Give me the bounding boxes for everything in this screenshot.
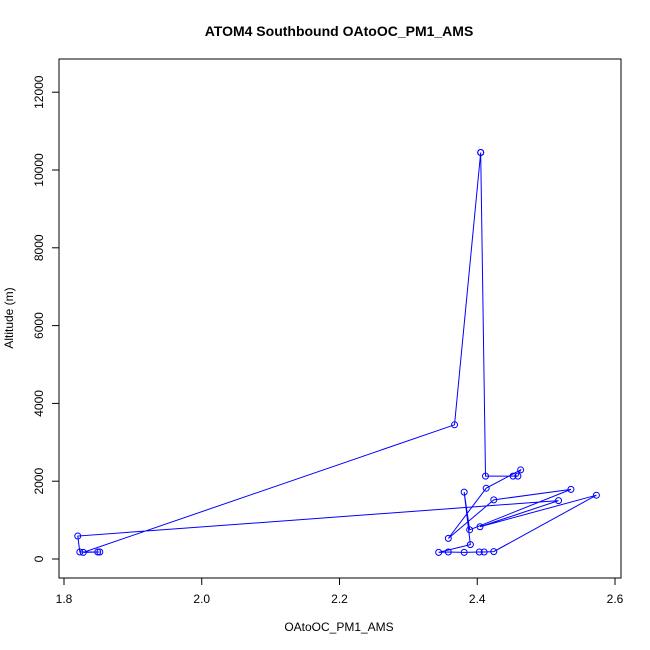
data-point bbox=[555, 497, 563, 505]
data-point bbox=[490, 548, 498, 556]
data-point bbox=[517, 466, 525, 474]
data-point bbox=[490, 496, 498, 504]
x-tick-label: 2.2 bbox=[331, 592, 348, 606]
data-point bbox=[475, 548, 483, 556]
data-point bbox=[451, 421, 459, 429]
x-tick-label: 2.4 bbox=[469, 592, 486, 606]
y-axis: 0 2000 4000 6000 8000 10000 12000 bbox=[32, 75, 60, 562]
data-point bbox=[76, 548, 84, 556]
data-point bbox=[567, 485, 575, 493]
chart-title: ATOM4 Southbound OAtoOC_PM1_AMS bbox=[205, 23, 474, 39]
y-tick-label: 4000 bbox=[32, 390, 46, 417]
series-line bbox=[77, 152, 597, 553]
y-tick-label: 8000 bbox=[32, 234, 46, 261]
y-tick-label: 2000 bbox=[32, 468, 46, 495]
data-point bbox=[435, 548, 443, 556]
data-point bbox=[509, 472, 517, 480]
x-tick-label: 2.0 bbox=[193, 592, 210, 606]
data-point bbox=[480, 548, 488, 556]
data-point bbox=[476, 523, 484, 531]
data-point bbox=[514, 472, 522, 480]
data-point bbox=[94, 548, 102, 556]
plot-frame bbox=[58, 58, 622, 579]
data-point bbox=[96, 548, 104, 556]
data-series bbox=[74, 148, 600, 556]
data-point bbox=[482, 472, 490, 480]
y-tick-label: 0 bbox=[32, 555, 46, 562]
data-point bbox=[444, 534, 452, 542]
y-tick-label: 6000 bbox=[32, 312, 46, 339]
x-tick-label: 1.8 bbox=[56, 592, 73, 606]
x-axis-label: OAtoOC_PM1_AMS bbox=[284, 620, 393, 634]
x-axis: 1.8 2.0 2.2 2.4 2.6 bbox=[56, 577, 624, 606]
data-point bbox=[466, 541, 474, 549]
data-point bbox=[460, 488, 468, 496]
data-point bbox=[592, 491, 600, 499]
data-point bbox=[466, 526, 474, 534]
data-point bbox=[79, 548, 87, 556]
y-axis-label: Altitude (m) bbox=[2, 287, 16, 348]
y-tick-label: 12000 bbox=[32, 75, 46, 109]
data-point bbox=[444, 548, 452, 556]
y-tick-label: 10000 bbox=[32, 153, 46, 187]
data-point bbox=[482, 484, 490, 492]
data-point bbox=[477, 148, 485, 156]
x-tick-label: 2.6 bbox=[607, 592, 624, 606]
data-point bbox=[74, 532, 82, 540]
data-point bbox=[460, 548, 468, 556]
